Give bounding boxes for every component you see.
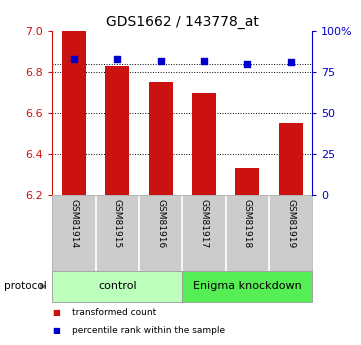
Text: ■: ■	[52, 308, 60, 317]
Point	[288, 59, 293, 65]
Title: GDS1662 / 143778_at: GDS1662 / 143778_at	[106, 14, 259, 29]
Text: GSM81918: GSM81918	[243, 199, 252, 248]
Bar	[192, 92, 216, 195]
Bar	[279, 123, 303, 195]
Point	[244, 61, 250, 67]
Bar	[182, 271, 312, 302]
Text: protocol: protocol	[4, 282, 46, 291]
Text: GSM81916: GSM81916	[156, 199, 165, 248]
Text: GSM81914: GSM81914	[70, 199, 78, 248]
Text: GSM81917: GSM81917	[200, 199, 208, 248]
Bar	[52, 271, 182, 302]
Text: control: control	[98, 282, 136, 291]
Point	[71, 56, 77, 62]
Point	[158, 58, 164, 63]
Text: percentile rank within the sample: percentile rank within the sample	[72, 326, 225, 335]
Bar	[62, 31, 86, 195]
Text: GSM81919: GSM81919	[286, 199, 295, 248]
Bar	[235, 168, 259, 195]
Text: Enigma knockdown: Enigma knockdown	[193, 282, 302, 291]
Text: ■: ■	[52, 326, 60, 335]
Point	[114, 56, 120, 62]
Bar	[105, 66, 129, 195]
Bar	[149, 82, 173, 195]
Text: transformed count: transformed count	[72, 308, 156, 317]
Point	[201, 58, 207, 63]
Text: GSM81915: GSM81915	[113, 199, 122, 248]
